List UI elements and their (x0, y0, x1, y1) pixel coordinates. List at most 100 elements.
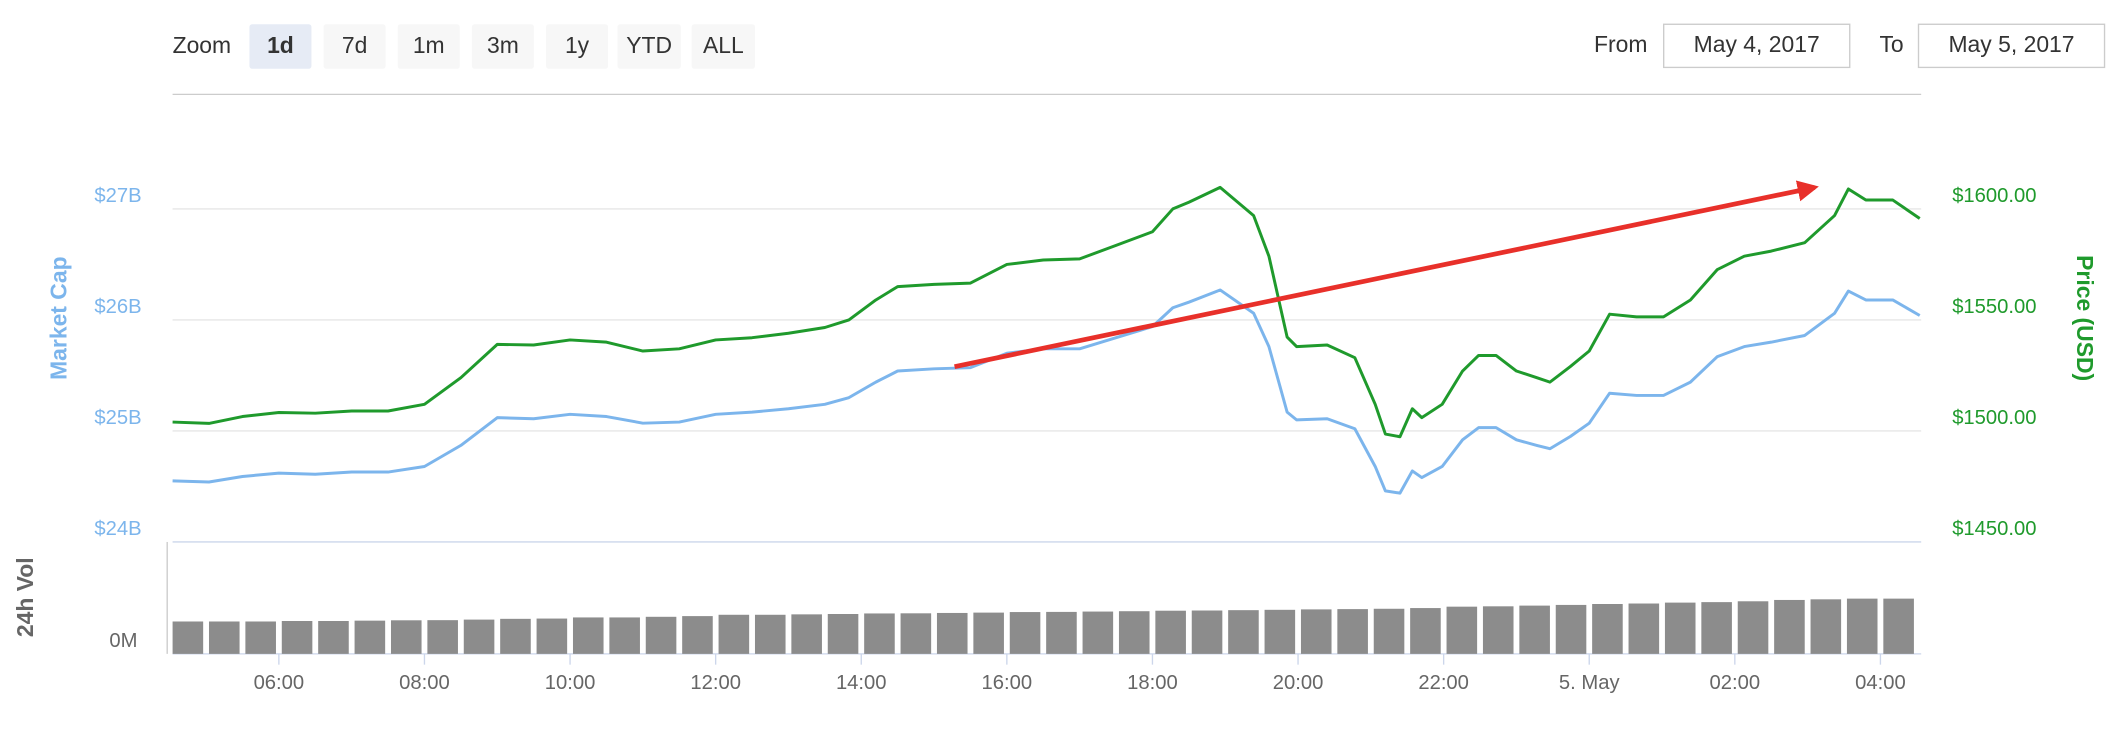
bar (1009, 612, 1041, 654)
bar (390, 620, 422, 654)
bar (1846, 598, 1878, 654)
bar (936, 612, 968, 654)
zoom-button-label[interactable]: 1m (413, 32, 445, 58)
y-tick-label: $26B (94, 296, 141, 318)
bar (1883, 598, 1914, 654)
bar (973, 612, 1004, 654)
bar (1337, 609, 1368, 654)
to-value[interactable]: May 5, 2017 (1948, 31, 2074, 57)
zoom-button-label[interactable]: YTD (626, 32, 672, 58)
bar (1519, 605, 1550, 654)
bar (1810, 599, 1842, 654)
x-tick-label: 10:00 (545, 672, 596, 694)
labels: $24B $25B $26B $27B $1450.00 $1500.00 $1550.00… (94, 185, 2036, 694)
annotation-arrow (954, 180, 1819, 370)
bar (827, 614, 859, 654)
y2-tick-label: $1500.00 (1952, 407, 2036, 429)
bar (1446, 606, 1478, 654)
x-tick-label: 22:00 (1418, 672, 1469, 694)
bar (172, 621, 204, 654)
zoom-buttons: 1d 7d 1m 3m 1y YTD ALL (249, 24, 756, 69)
y-tick-label: $25B (94, 407, 141, 429)
bar (609, 617, 640, 654)
zoom-button[interactable] (617, 24, 681, 69)
x-tick-label: 5. May (1559, 672, 1621, 694)
from-input[interactable] (1663, 23, 1851, 69)
marks (172, 185, 1921, 654)
bar (1410, 608, 1441, 654)
zoom-button-label[interactable]: 7d (342, 32, 367, 58)
bar (718, 614, 750, 654)
bar (1191, 610, 1223, 654)
y2-tick-label: $1450.00 (1952, 518, 2036, 540)
volume-tick-label: 0M (109, 630, 137, 652)
y-axis-title: Market Cap (46, 256, 72, 379)
bar (1373, 608, 1405, 654)
zoom-button[interactable] (397, 24, 460, 69)
y2-axis-title: Price (USD) (2072, 255, 2098, 381)
bar (1300, 609, 1332, 654)
bar (1664, 602, 1696, 654)
bar (1228, 610, 1259, 654)
x-tick-label: 12:00 (690, 672, 741, 694)
bar (536, 618, 568, 654)
bar (1555, 604, 1587, 654)
bar (208, 621, 240, 654)
y2-tick-label: $1550.00 (1952, 296, 2036, 318)
volume-axis-title: 24h Vol (12, 557, 38, 637)
bar (1701, 602, 1732, 654)
bar (1774, 599, 1805, 654)
grid (166, 208, 1922, 665)
x-tick-label: 16:00 (982, 672, 1033, 694)
zoom-button-label[interactable]: 3m (487, 32, 519, 58)
x-tick-label: 18:00 (1127, 672, 1178, 694)
x-tick-label: 02:00 (1710, 672, 1761, 694)
bar (1082, 611, 1114, 654)
bar (1592, 604, 1623, 654)
zoom-button-label[interactable]: 1d (267, 32, 294, 58)
bar (1737, 601, 1769, 654)
bar (500, 618, 531, 654)
x-tick-label: 04:00 (1855, 672, 1906, 694)
bar (1482, 606, 1514, 654)
bar (1046, 611, 1077, 654)
x-tick-label: 06:00 (254, 672, 305, 694)
to-label: To (1879, 31, 1903, 57)
bar (1628, 603, 1660, 654)
y2-tick-label: $1600.00 (1952, 185, 2036, 207)
zoom-button-label[interactable]: ALL (703, 32, 744, 58)
bar (864, 613, 895, 654)
bar (754, 614, 786, 654)
x-tick-label: 08:00 (399, 672, 450, 694)
bar (1118, 611, 1150, 654)
zoom-button[interactable] (691, 24, 756, 69)
line (172, 288, 1921, 495)
bar (900, 613, 932, 654)
bar (427, 620, 458, 654)
line (172, 185, 1921, 439)
bar (572, 617, 604, 654)
bar (245, 621, 276, 654)
x-tick-label: 14:00 (836, 672, 887, 694)
zoom-button[interactable] (323, 24, 386, 69)
bar (791, 614, 822, 654)
bar (354, 620, 386, 654)
bar (318, 621, 349, 654)
zoom-button[interactable] (249, 24, 312, 69)
zoom-label: Zoom (173, 32, 232, 58)
bar (682, 616, 713, 654)
from-value[interactable]: May 4, 2017 (1694, 31, 1820, 57)
bar (645, 616, 677, 654)
bar (1155, 610, 1186, 654)
bar (463, 619, 495, 654)
zoom-button-label[interactable]: 1y (565, 32, 590, 58)
bar (281, 621, 313, 654)
to-input[interactable] (1917, 23, 2106, 69)
zoom-button[interactable] (471, 24, 534, 69)
x-tick-label: 20:00 (1273, 672, 1324, 694)
bar (1264, 609, 1296, 654)
y-tick-label: $27B (94, 185, 141, 207)
zoom-button[interactable] (546, 24, 609, 69)
